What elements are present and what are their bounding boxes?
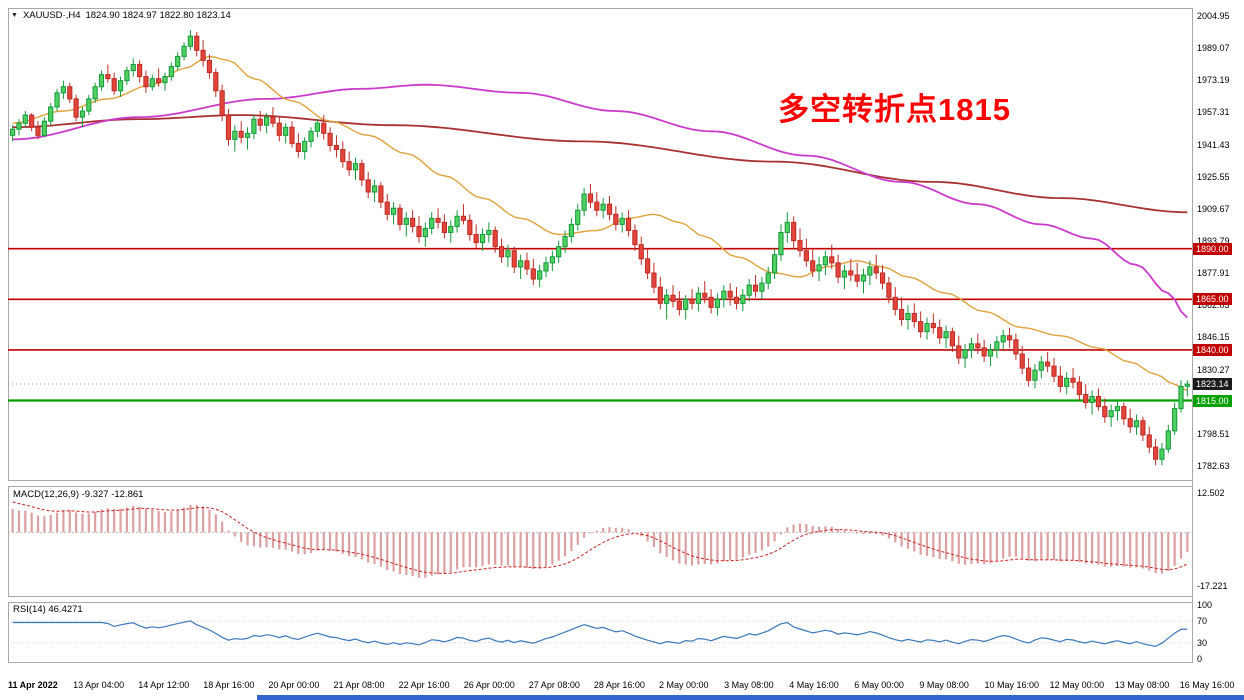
rsi-axis-level-70: 70 bbox=[1197, 616, 1208, 627]
price-axis-tick: 1830.27 bbox=[1197, 364, 1230, 375]
time-axis-label: 3 May 08:00 bbox=[724, 680, 774, 690]
price-axis-tick: 1893.79 bbox=[1197, 236, 1230, 246]
time-axis-label: 18 Apr 16:00 bbox=[203, 680, 255, 690]
time-axis-label: 26 Apr 00:00 bbox=[463, 680, 515, 690]
symbol-dropdown-icon[interactable]: ▼ bbox=[11, 12, 18, 19]
time-axis-label: 2 May 00:00 bbox=[659, 680, 709, 690]
time-axis-label: 16 May 16:00 bbox=[1179, 680, 1235, 690]
price-axis-tick: 1909.67 bbox=[1197, 203, 1230, 214]
ma-slow-darkred-line bbox=[12, 114, 1188, 214]
ohlc-readout: 1824.90 1824.97 1822.80 1823.14 bbox=[85, 10, 231, 21]
price-axis-tick: 1846.15 bbox=[1197, 332, 1230, 343]
rsi-line bbox=[12, 620, 1188, 648]
time-axis-label: 4 May 16:00 bbox=[789, 680, 839, 690]
time-axis-label: 20 Apr 00:00 bbox=[268, 680, 320, 690]
price-level-badge-1865.00: 1865.00 bbox=[1193, 293, 1232, 306]
macd-axis-min: -17.221 bbox=[1197, 581, 1228, 592]
price-axis-tick: 1925.55 bbox=[1197, 171, 1230, 182]
macd-axis-max: 12.502 bbox=[1197, 487, 1225, 498]
time-axis-label: 28 Apr 16:00 bbox=[593, 680, 645, 690]
last-price-badge: 1823.14 bbox=[1193, 378, 1232, 391]
ma-fast-orange-line bbox=[12, 55, 1188, 392]
price-level-badge-1815.00: 1815.00 bbox=[1193, 394, 1232, 407]
symbol-timeframe-label: XAUUSD·,H4 bbox=[22, 10, 81, 21]
price-axis-tick: 1877.91 bbox=[1197, 268, 1230, 279]
macd-histogram bbox=[11, 504, 1189, 578]
price-level-badge-1840.00: 1840.00 bbox=[1193, 343, 1232, 356]
chart-title: ▼ XAUUSD·,H4 1824.90 1824.97 1822.80 182… bbox=[11, 10, 231, 21]
time-axis-label: 10 May 16:00 bbox=[984, 680, 1040, 690]
time-axis-label: 13 Apr 04:00 bbox=[73, 680, 125, 690]
ma-mid-magenta-line bbox=[12, 83, 1188, 319]
macd-signal-line bbox=[12, 501, 1188, 574]
price-level-badge-1890.00: 1890.00 bbox=[1193, 242, 1232, 255]
rsi-label: RSI(14) 46.4271 bbox=[13, 604, 83, 615]
time-axis-label: 11 Apr 2022 bbox=[8, 680, 58, 690]
price-axis-tick: 1941.43 bbox=[1197, 139, 1230, 150]
rsi-axis-level-0: 0 bbox=[1197, 654, 1203, 664]
annotation-text: 多空转折点1815 bbox=[778, 92, 1011, 127]
time-axis-label: 9 May 08:00 bbox=[919, 680, 969, 690]
rsi-axis-level-100: 100 bbox=[1197, 600, 1213, 610]
macd-label: MACD(12,26,9) -9.327 -12.861 bbox=[13, 489, 144, 500]
price-axis-tick: 1798.51 bbox=[1197, 428, 1230, 439]
rsi-panel-border bbox=[8, 602, 1193, 663]
time-axis-label: 14 Apr 12:00 bbox=[138, 680, 190, 690]
rsi-axis-level-30: 30 bbox=[1197, 637, 1208, 648]
candlestick-series bbox=[10, 30, 1190, 466]
price-axis-tick: 1957.31 bbox=[1197, 107, 1230, 118]
time-axis-label: 6 May 00:00 bbox=[854, 680, 904, 690]
main-panel-border bbox=[8, 8, 1193, 481]
time-axis-label: 12 May 00:00 bbox=[1049, 680, 1105, 690]
price-axis-tick: 1973.19 bbox=[1197, 75, 1230, 86]
price-axis-tick: 1782.63 bbox=[1197, 461, 1230, 471]
time-axis-label: 27 Apr 08:00 bbox=[528, 680, 580, 690]
price-axis-tick: 1989.07 bbox=[1197, 43, 1230, 54]
price-axis-tick: 2004.95 bbox=[1197, 11, 1230, 21]
time-axis-label: 13 May 08:00 bbox=[1114, 680, 1170, 690]
time-axis-label: 21 Apr 08:00 bbox=[333, 680, 385, 690]
horizontal-scrollbar[interactable] bbox=[257, 695, 1244, 700]
time-axis-label: 22 Apr 16:00 bbox=[398, 680, 450, 690]
